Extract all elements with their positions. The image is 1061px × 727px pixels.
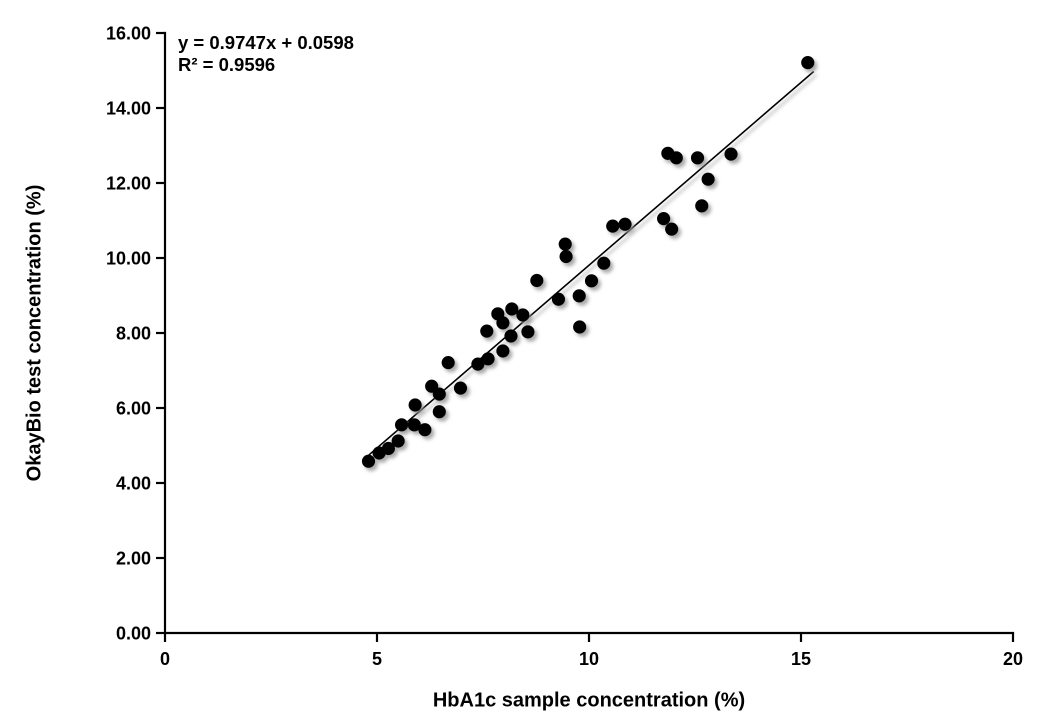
x-tick-label: 5 <box>372 649 382 669</box>
data-point <box>441 356 455 370</box>
data-point <box>505 302 519 316</box>
data-point <box>665 222 679 236</box>
data-point <box>573 320 587 334</box>
equation-text: y = 0.9747x + 0.0598 <box>178 32 354 53</box>
data-point <box>724 147 738 161</box>
data-point <box>471 357 485 371</box>
y-tick-label: 2.00 <box>116 549 151 569</box>
x-tick-label: 0 <box>160 649 170 669</box>
axis-lines <box>163 31 1015 635</box>
data-point <box>391 434 405 448</box>
data-point <box>558 237 572 251</box>
data-point <box>530 273 544 288</box>
data-point <box>491 307 505 321</box>
y-tick-label: 8.00 <box>116 324 151 344</box>
data-point <box>407 418 421 432</box>
y-tick-label: 10.00 <box>106 249 151 269</box>
data-point <box>394 418 409 432</box>
data-point <box>432 405 446 419</box>
y-tick-label: 4.00 <box>116 474 151 494</box>
y-tick-label: 12.00 <box>106 174 151 194</box>
y-tick-label: 6.00 <box>116 399 151 419</box>
data-point <box>572 289 586 303</box>
scatter-points <box>361 56 815 468</box>
x-tick-label: 20 <box>1003 649 1023 669</box>
x-tick-label: 15 <box>791 649 811 669</box>
data-point <box>432 387 446 401</box>
y-tick-label: 0.00 <box>116 624 151 644</box>
y-tick-label: 16.00 <box>106 24 151 44</box>
data-point <box>669 151 683 165</box>
data-point <box>481 352 495 366</box>
y-axis-title: OkayBio test concentration (%) <box>23 184 46 482</box>
data-point <box>480 324 494 338</box>
data-point <box>559 249 573 264</box>
data-point <box>504 329 518 343</box>
data-point <box>453 381 468 395</box>
data-point <box>516 308 530 322</box>
data-point <box>701 172 715 186</box>
data-point <box>408 398 422 412</box>
data-point <box>618 217 632 231</box>
x-tick-label: 10 <box>579 649 599 669</box>
data-point <box>597 256 611 270</box>
data-point <box>361 454 376 468</box>
data-point <box>381 441 396 456</box>
regression-annotation: y = 0.9747x + 0.0598 R² = 0.9596 <box>178 32 354 76</box>
y-tick-label: 14.00 <box>106 99 151 119</box>
data-point <box>584 274 599 288</box>
data-point <box>657 212 671 226</box>
data-point <box>551 292 566 306</box>
data-point <box>695 199 709 213</box>
data-point <box>690 151 705 165</box>
x-axis-title: HbA1c sample concentration (%) <box>432 689 746 712</box>
data-point <box>801 56 815 70</box>
r-squared-text: R² = 0.9596 <box>178 54 276 75</box>
data-point <box>606 219 620 233</box>
data-point <box>418 423 432 437</box>
data-point <box>521 325 535 339</box>
data-point <box>496 344 510 358</box>
